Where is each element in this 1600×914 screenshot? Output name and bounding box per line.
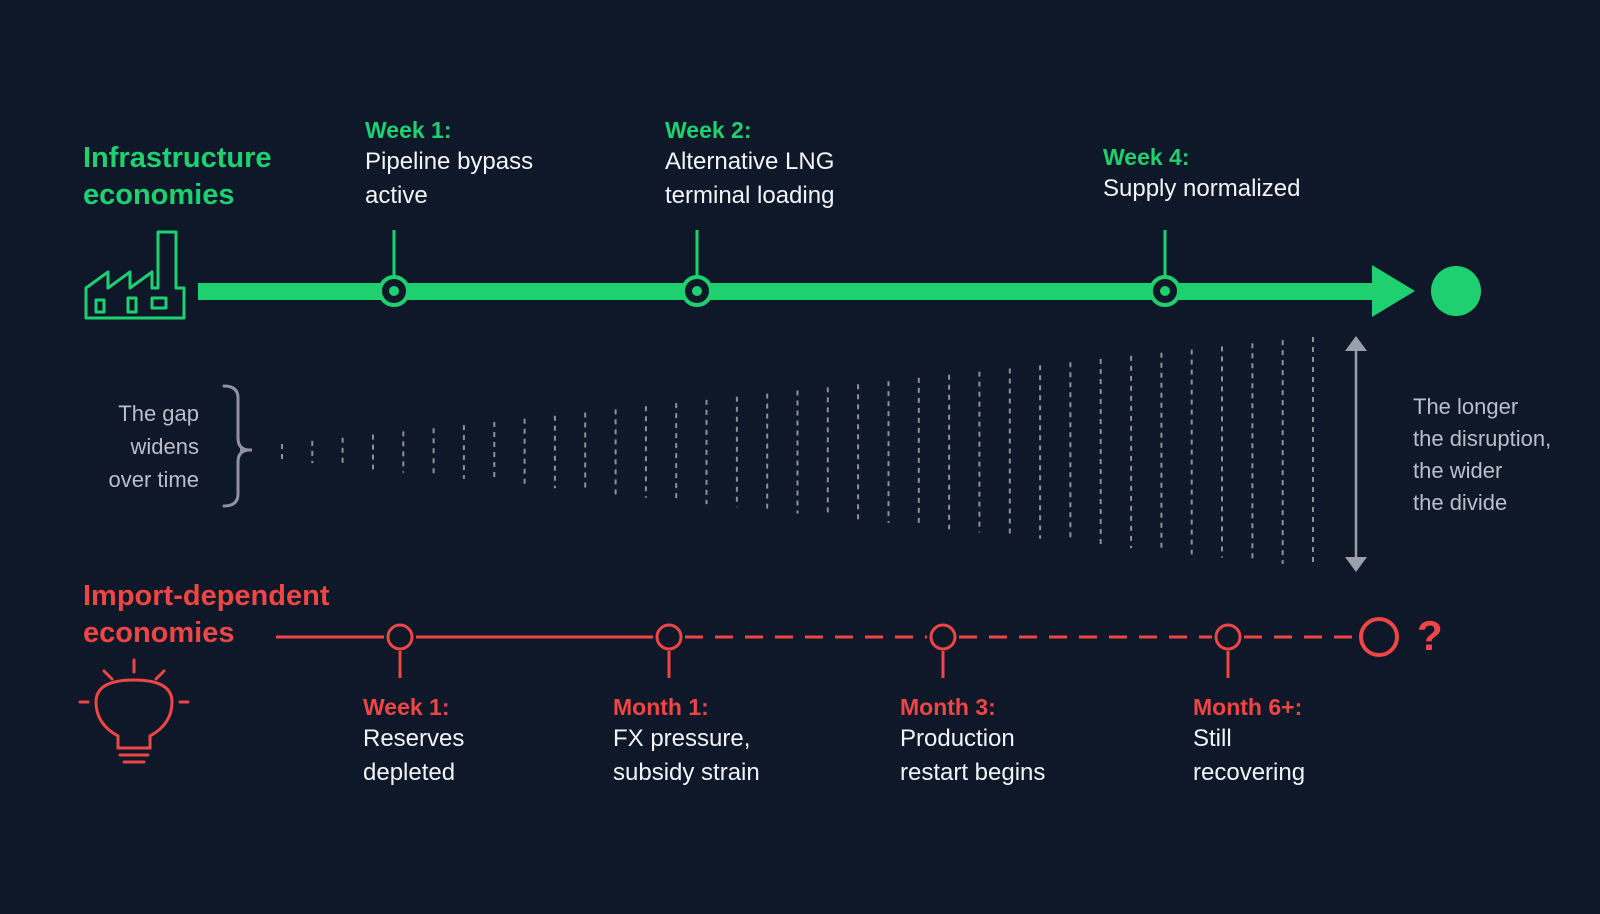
- milestone-text-line2: terminal loading: [665, 182, 835, 209]
- gap-left-line3: over time: [108, 467, 199, 492]
- import-timeline: [276, 617, 1399, 678]
- milestone-label: Week 2:: [665, 117, 752, 143]
- import-title-line2: economies: [83, 617, 235, 649]
- milestone-text-line1: Production: [900, 725, 1015, 752]
- factory-icon: [84, 230, 186, 320]
- milestone-node-month1: [655, 623, 683, 651]
- milestone-text-line1: Pipeline bypass: [365, 148, 534, 175]
- milestone-week2: Week 2: Alternative LNG terminal loading: [665, 115, 834, 213]
- milestone-month6: Month 6+: Still recovering: [1193, 692, 1305, 790]
- milestone-week4: Week 4: Supply normalized: [1103, 142, 1300, 206]
- milestone-week1: Week 1: Pipeline bypass active: [365, 115, 533, 213]
- gap-left-note: The gap widens over time: [84, 397, 199, 496]
- milestone-text-line2: recovering: [1193, 759, 1306, 786]
- milestone-label: Week 1:: [363, 694, 450, 720]
- gap-right-line1: The longer: [1413, 394, 1519, 419]
- gap-left-line2: widens: [130, 434, 199, 459]
- milestone-month3: Month 3: Production restart begins: [900, 692, 1045, 790]
- milestone-text-line2: subsidy strain: [613, 759, 760, 786]
- milestone-text-line1: FX pressure,: [613, 725, 751, 752]
- milestone-label: Week 4:: [1103, 144, 1190, 170]
- lightbulb-icon: [78, 658, 190, 764]
- gap-left-line1: The gap: [118, 401, 199, 426]
- milestone-week1-import: Week 1: Reserves depleted: [363, 692, 464, 790]
- milestone-label: Month 1:: [613, 694, 709, 720]
- gap-right-note: The longer the disruption, the wider the…: [1413, 391, 1551, 519]
- milestone-node-month6: [1214, 623, 1242, 651]
- gap-lines: [281, 337, 1314, 567]
- infrastructure-timeline: [198, 230, 1481, 317]
- import-title-line1: Import-dependent: [83, 580, 330, 612]
- milestone-label: Week 1:: [365, 117, 452, 143]
- milestone-text-line2: restart begins: [900, 759, 1046, 786]
- milestone-text-line2: active: [365, 182, 428, 209]
- infrastructure-title-line2: economies: [83, 179, 235, 211]
- milestone-text-line1: Reserves: [363, 725, 465, 752]
- milestone-text-line2: depleted: [363, 759, 456, 786]
- milestone-text-line1: Alternative LNG: [665, 148, 835, 175]
- timeline-end-open-circle: [1359, 617, 1399, 657]
- milestone-label: Month 6+:: [1193, 694, 1303, 720]
- gap-right-line2: the disruption,: [1413, 426, 1552, 451]
- milestone-node-month3: [929, 623, 957, 651]
- milestone-text-line1: Supply normalized: [1103, 175, 1301, 202]
- gap-measure-arrow: [1345, 336, 1367, 572]
- gap-right-line3: the wider: [1413, 458, 1503, 483]
- gap-right-line4: the divide: [1413, 490, 1508, 515]
- uncertain-end-marker: ?: [1417, 612, 1443, 659]
- import-title: Import-dependent economies: [83, 578, 330, 652]
- milestone-month1: Month 1: FX pressure, subsidy strain: [613, 692, 760, 790]
- infrastructure-title-line1: Infrastructure: [83, 142, 272, 174]
- timeline-end-dot: [1431, 266, 1481, 316]
- milestone-label: Month 3:: [900, 694, 996, 720]
- infrastructure-title: Infrastructure economies: [83, 140, 272, 214]
- milestone-text-line1: Still: [1193, 725, 1232, 752]
- gap-bracket: [222, 384, 251, 508]
- milestone-node-week1-import: [386, 623, 414, 651]
